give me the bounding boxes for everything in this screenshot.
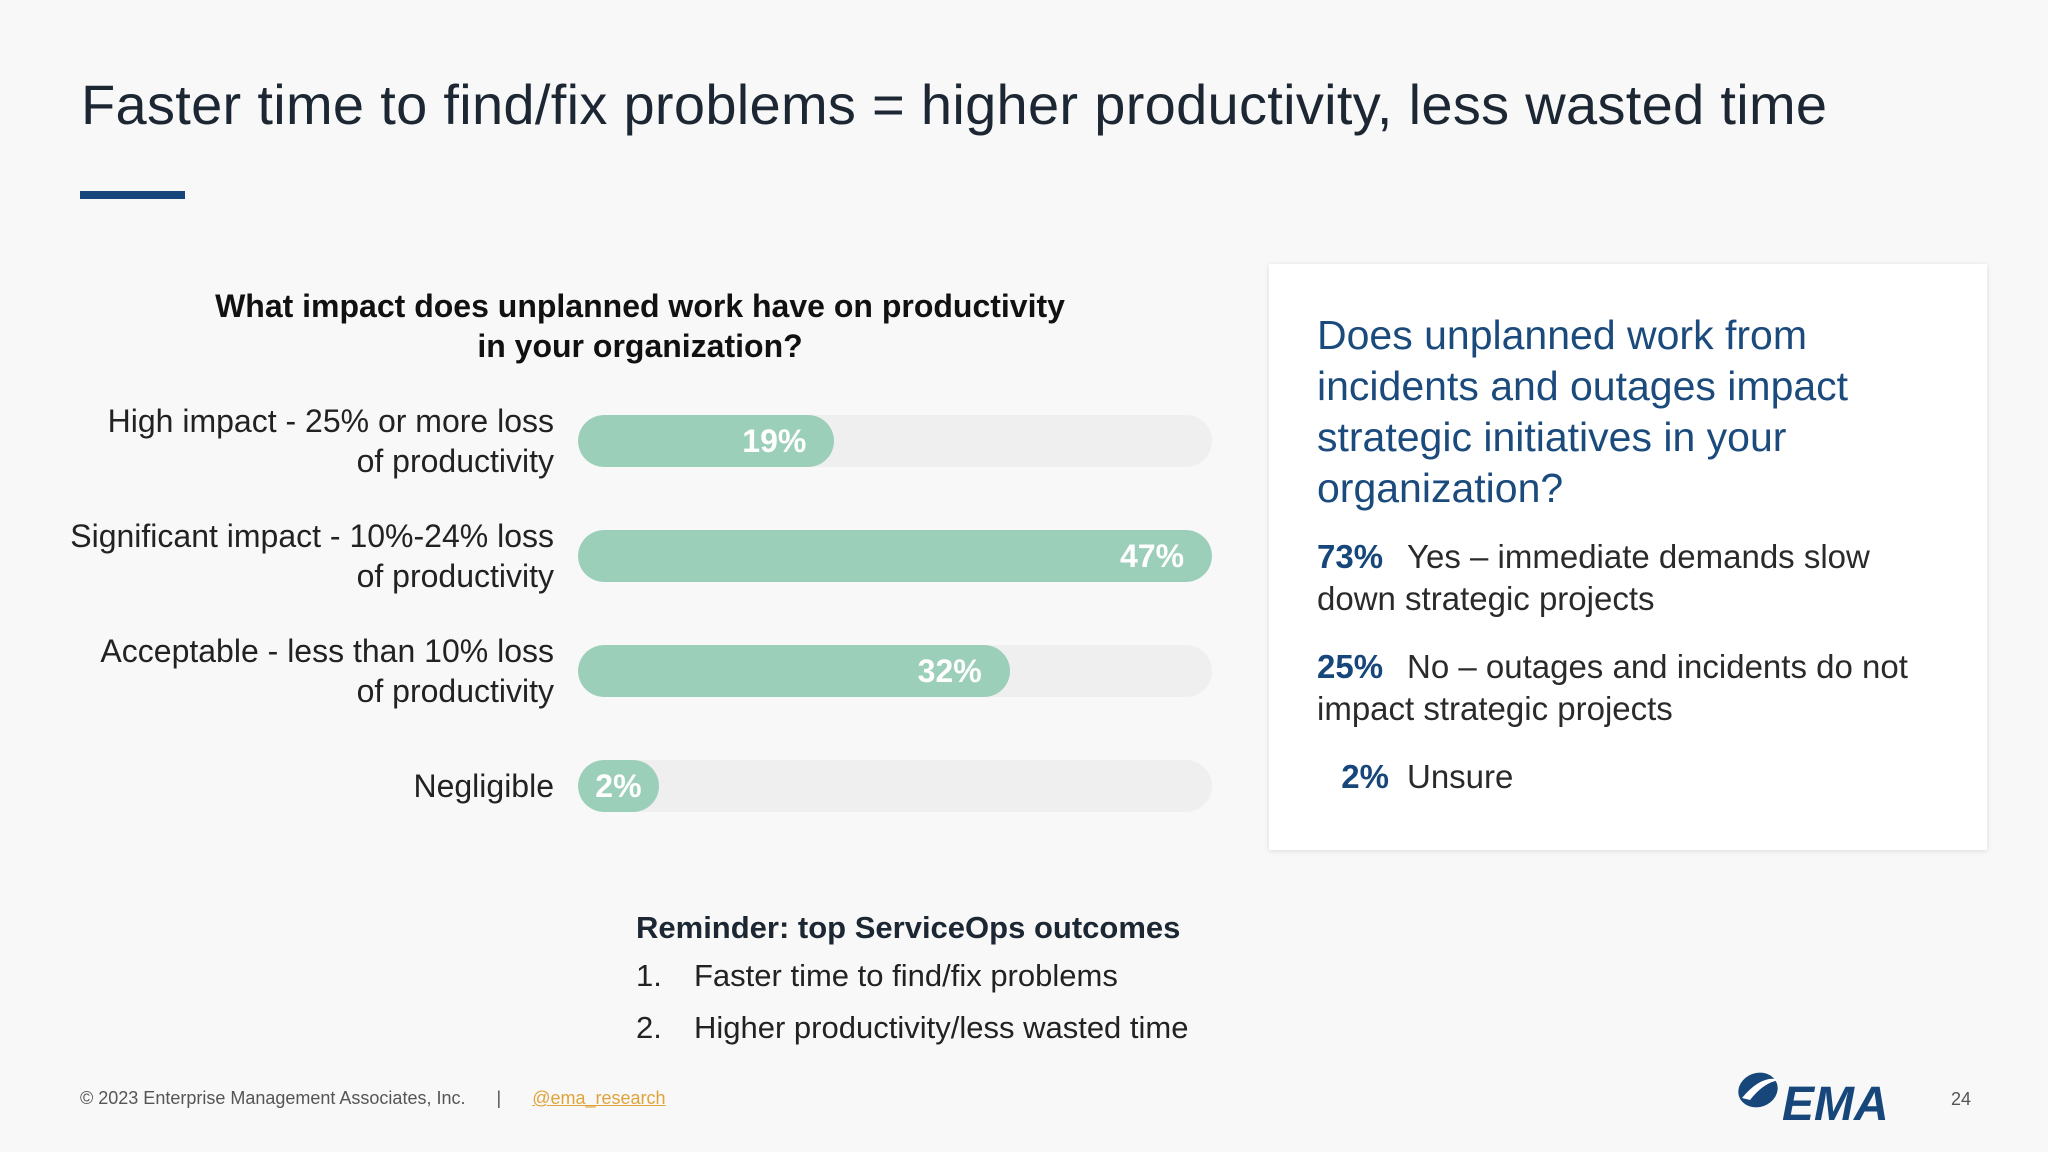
slide-title: Faster time to find/fix problems = highe… xyxy=(81,73,1828,136)
category-label-line: Negligible xyxy=(413,768,554,804)
data-label: 19% xyxy=(742,423,807,459)
reminder-title: Reminder: top ServiceOps outcomes xyxy=(636,910,1181,945)
footer: © 2023 Enterprise Management Associates,… xyxy=(80,1088,666,1109)
chart-title-line-1: What impact does unplanned work have on … xyxy=(215,288,1065,324)
reminder-item-text: Higher productivity/less wasted time xyxy=(694,1010,1189,1045)
bar xyxy=(578,415,835,467)
bar xyxy=(578,645,1010,697)
category-label: Acceptable - less than 10% loss of produc… xyxy=(14,631,554,711)
category-label-line: High impact - 25% or more loss xyxy=(107,403,554,439)
reminder-item-number: 2. xyxy=(636,1010,662,1045)
card-question: Does unplanned work from incidents and o… xyxy=(1317,312,1849,511)
bar-track: 32% xyxy=(578,645,1212,697)
data-label: 47% xyxy=(1120,538,1185,574)
answer-percent: 73% xyxy=(1317,538,1384,575)
category-label-line: Significant impact - 10%-24% loss xyxy=(70,518,554,554)
title-underline xyxy=(80,191,185,199)
ema-logo: EMA xyxy=(1738,1072,1889,1126)
data-label: 32% xyxy=(917,653,982,689)
twitter-handle-link[interactable]: @ema_research xyxy=(532,1088,666,1108)
copyright-text: © 2023 Enterprise Management Associates,… xyxy=(80,1088,466,1108)
bar-track: 47% xyxy=(578,530,1212,582)
bar xyxy=(578,530,1212,582)
page-number: 24 xyxy=(1951,1089,1972,1109)
category-label-line: of productivity xyxy=(356,558,554,594)
answer-percent: 2% xyxy=(1341,758,1389,795)
bar xyxy=(578,760,659,812)
answer-text: Unsure xyxy=(1407,758,1514,795)
bar-track: 19% xyxy=(578,415,1212,467)
answer-no: 25% No – outages and incidents do not imp… xyxy=(1317,646,1943,730)
logo-text: EMA xyxy=(1782,1078,1889,1126)
answer-percent: 25% xyxy=(1317,648,1384,685)
ema-swoosh-icon xyxy=(1738,1072,1780,1108)
category-label: Significant impact - 10%-24% loss of prod… xyxy=(14,516,554,596)
chart-title-line-2: in your organization? xyxy=(477,328,803,364)
strategic-impact-card: Does unplanned work from incidents and o… xyxy=(1269,264,1987,850)
data-label: 2% xyxy=(595,768,642,804)
category-label: Negligible xyxy=(14,766,554,806)
reminder-item-number: 1. xyxy=(636,958,662,993)
category-label-line: of productivity xyxy=(356,443,554,479)
answer-yes: 73% Yes – immediate demands slow down str… xyxy=(1317,536,1943,620)
reminder-box: Reminder: top ServiceOps outcomes 1. Fast… xyxy=(636,906,1256,1054)
category-label-line: of productivity xyxy=(356,673,554,709)
category-label: High impact - 25% or more loss of product… xyxy=(14,401,554,481)
answer-text: No – outages and incidents do not impact… xyxy=(1317,648,1908,727)
category-label-line: Acceptable - less than 10% loss xyxy=(100,633,554,669)
bar-track: 2% xyxy=(578,760,1212,812)
reminder-item: 1. Faster time to find/fix problems xyxy=(636,950,1256,1002)
answer-unsure: 2% Unsure xyxy=(1317,756,1943,798)
footer-separator: | xyxy=(496,1088,502,1108)
answer-text: Yes – immediate demands slow down strate… xyxy=(1317,538,1870,617)
chart-title: What impact does unplanned work have on … xyxy=(130,286,1150,366)
reminder-item-text: Faster time to find/fix problems xyxy=(694,958,1118,993)
reminder-item: 2. Higher productivity/less wasted time xyxy=(636,1002,1256,1054)
